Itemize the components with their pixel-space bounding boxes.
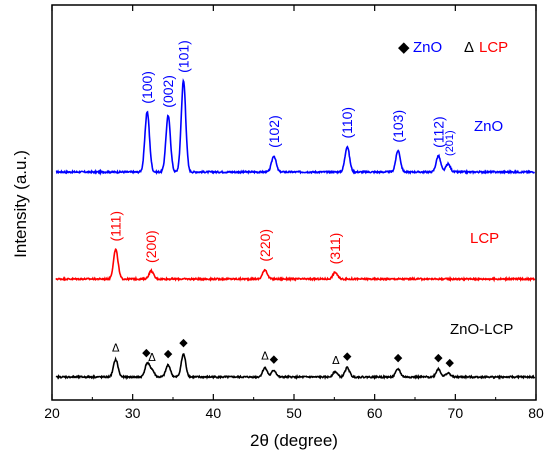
zno-marker-3: ◆ — [164, 347, 173, 360]
peak-label-zno-7: (201) — [444, 130, 456, 156]
zno-marker-1: ◆ — [142, 346, 151, 359]
zno-marker-9: ◆ — [394, 351, 403, 364]
legend-lcp-label: LCP — [479, 39, 508, 56]
series-label-zno-lcp: ZnO-LCP — [450, 321, 513, 338]
x-tick-label-20: 20 — [44, 405, 60, 421]
peak-label-zno-0: (100) — [139, 71, 155, 104]
plot-frame — [51, 4, 537, 401]
series-label-lcp: LCP — [470, 230, 499, 247]
series-line-zno-lcp — [55, 353, 536, 381]
peak-label-zno-6: (112) — [430, 116, 446, 148]
x-tick-label-80: 80 — [528, 405, 544, 421]
y-axis-title: Intensity (a.u.) — [11, 150, 30, 258]
lcp-marker-0: Δ — [112, 342, 120, 355]
legend-triangle-symbol: Δ — [464, 39, 474, 56]
zno-marker-8: ◆ — [343, 350, 352, 363]
zno-marker-10: ◆ — [434, 351, 443, 364]
zno-marker-11: ◆ — [445, 356, 454, 369]
peak-label-zno-5: (103) — [390, 110, 406, 143]
peak-label-lcp-0: (111) — [108, 211, 124, 242]
x-tick-label-30: 30 — [125, 405, 141, 421]
lcp-marker-5: Δ — [261, 350, 269, 363]
legend-zno-label: ZnO — [413, 39, 442, 56]
x-tick-label-50: 50 — [286, 405, 302, 421]
peak-label-lcp-1: (200) — [143, 230, 159, 263]
x-tick-label-70: 70 — [448, 405, 464, 421]
x-tick-label-60: 60 — [367, 405, 383, 421]
lcp-marker-7: Δ — [332, 354, 340, 367]
plot-area: (100) (002) (101) (102) (110) (103) (112)(201)… — [55, 40, 536, 381]
series-line-lcp — [55, 248, 536, 283]
peak-label-zno-2: (101) — [175, 40, 191, 73]
peak-label-zno-1: (002) — [160, 75, 176, 108]
legend: ◆ ZnO Δ LCP — [398, 39, 508, 56]
lcp-marker-2: Δ — [148, 351, 156, 364]
x-tick-label-40: 40 — [206, 405, 222, 421]
series-line-zno — [55, 78, 535, 176]
zno-marker-6: ◆ — [270, 352, 279, 365]
x-axis-title: 2θ (degree) — [250, 431, 338, 450]
zno-marker-4: ◆ — [179, 336, 188, 349]
legend-diamond-symbol: ◆ — [398, 39, 410, 56]
x-axis: 20 30 40 50 60 70 80 — [44, 5, 544, 421]
peak-label-lcp-3: (311) — [327, 233, 343, 265]
peak-label-zno-3: (102) — [266, 115, 282, 148]
peak-label-zno-4: (110) — [339, 107, 355, 139]
series-label-zno: ZnO — [474, 118, 503, 135]
peak-label-lcp-2: (220) — [257, 229, 273, 262]
